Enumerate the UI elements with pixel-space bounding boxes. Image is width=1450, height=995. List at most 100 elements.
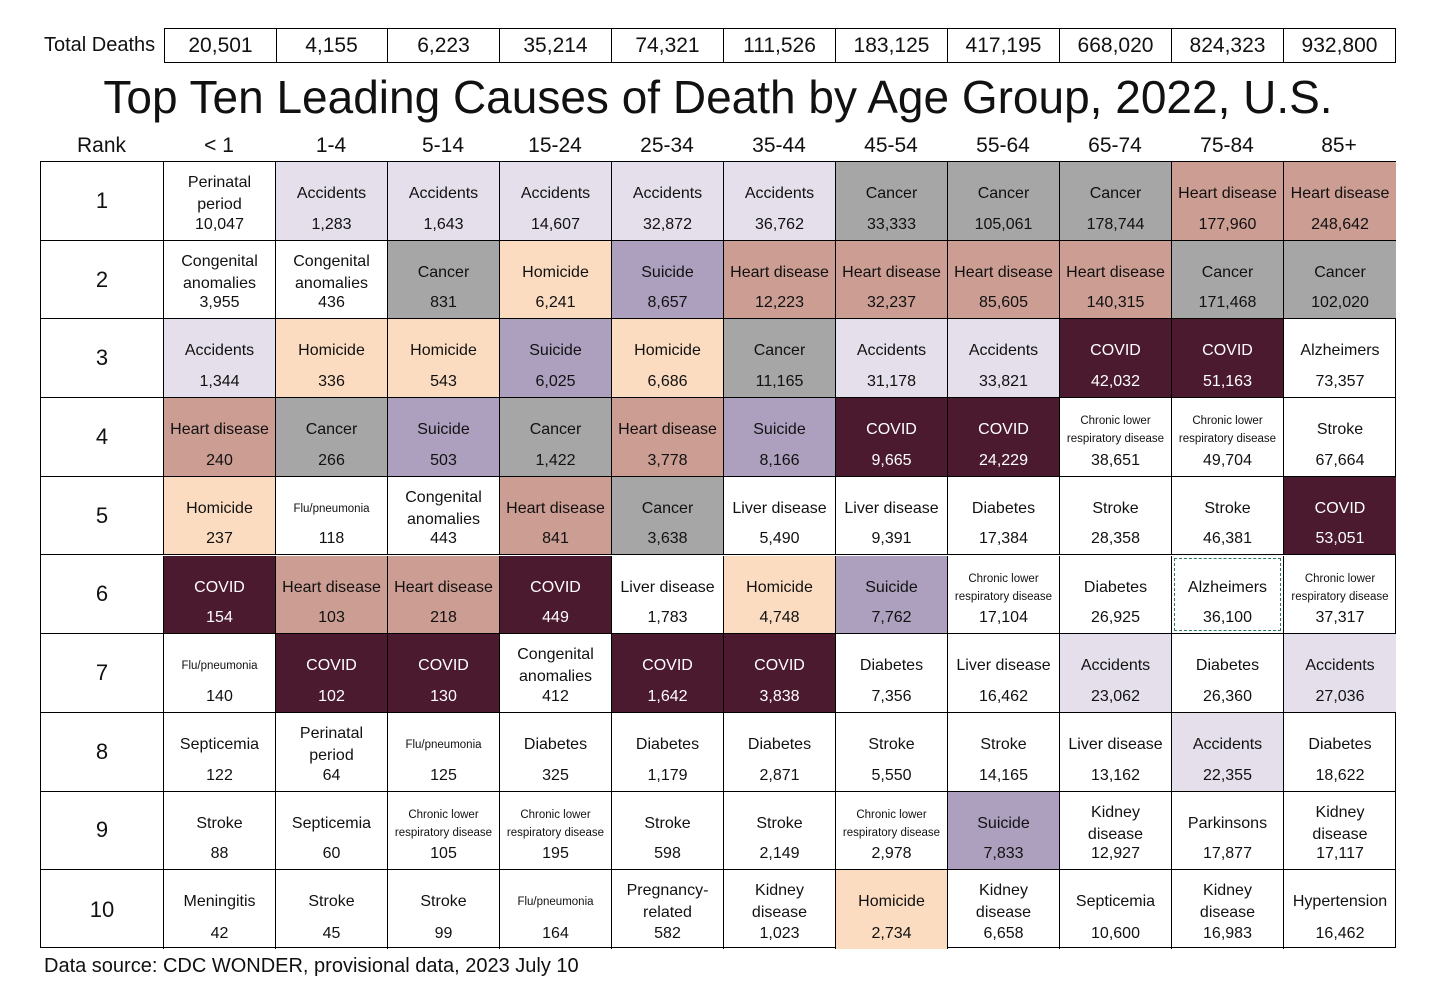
death-count: 177,960	[1198, 215, 1257, 233]
cause-cell: Congenital anomalies 412	[500, 634, 612, 713]
cause-name: Stroke	[868, 735, 915, 753]
death-count: 6,241	[535, 294, 576, 312]
death-count: 248,642	[1311, 215, 1369, 233]
death-count: 122	[206, 766, 233, 784]
death-count: 412	[542, 687, 569, 705]
death-count: 118	[318, 530, 345, 548]
death-count: 130	[430, 687, 457, 705]
cause-cell: Kidney disease 12,927	[1060, 791, 1172, 871]
cause-cell: Homicide 6,686	[612, 319, 724, 399]
total-deaths-value: 4,155	[276, 28, 388, 63]
death-count: 3,955	[199, 294, 240, 312]
death-count: 7,762	[871, 609, 912, 627]
cause-cell: COVID 154	[164, 555, 276, 635]
cause-name: Accidents	[856, 342, 927, 360]
rank-label: 9	[41, 791, 164, 871]
death-count: 8,166	[759, 451, 800, 469]
cause-name: Diabetes	[523, 735, 588, 753]
cause-name: Stroke	[980, 735, 1027, 753]
cause-name: Kidney disease	[1087, 803, 1144, 843]
cause-name: Liver disease	[1068, 735, 1163, 753]
cause-cell: Liver disease 9,391	[836, 476, 948, 556]
cause-name: Heart disease	[394, 578, 493, 596]
death-count: 2,871	[759, 766, 800, 784]
death-count: 17,384	[979, 530, 1028, 548]
death-count: 103	[318, 609, 345, 627]
death-count: 7,356	[871, 687, 912, 705]
death-count: 1,023	[759, 924, 800, 942]
total-deaths-value: 35,214	[500, 28, 612, 63]
cause-cell: Hypertension 16,462	[1284, 870, 1396, 949]
cause-cell: Alzheimers 73,357	[1284, 319, 1396, 399]
cause-name: Suicide	[753, 421, 806, 439]
rank-label: 6	[41, 555, 164, 635]
cause-cell: Accidents 27,036	[1284, 634, 1396, 713]
cause-cell: Accidents 36,762	[724, 162, 836, 241]
cause-cell: Cancer 171,468	[1172, 240, 1284, 320]
cause-name: Diabetes	[971, 499, 1036, 517]
cause-name: Perinatal period	[187, 174, 252, 213]
death-count: 6,658	[983, 924, 1024, 942]
causes-of-death-table: 1 Perinatal period 10,047 Accidents 1,283 Acc…	[40, 161, 1396, 949]
cause-cell: Homicide 4,748	[724, 555, 836, 635]
cause-cell: COVID 9,665	[836, 398, 948, 477]
cause-name: COVID	[1202, 342, 1253, 360]
cause-name: Heart disease	[282, 578, 381, 596]
death-count: 33,333	[867, 215, 916, 233]
cause-name: Cancer	[1089, 185, 1142, 202]
death-count: 443	[430, 530, 457, 548]
cause-name: Kidney disease	[975, 882, 1032, 922]
cause-cell: Diabetes 325	[500, 712, 612, 792]
cause-cell: Chronic lower respiratory disease 17,104	[948, 555, 1060, 635]
death-count: 125	[430, 766, 457, 784]
total-deaths-value: 74,321	[612, 28, 724, 63]
cause-name: Cancer	[529, 421, 582, 439]
cause-cell: Chronic lower respiratory disease 195	[500, 791, 612, 871]
death-count: 23,062	[1091, 687, 1140, 705]
cause-cell: Stroke 14,165	[948, 712, 1060, 792]
cause-name: COVID	[530, 578, 581, 596]
cause-cell: Cancer 266	[276, 398, 388, 477]
death-count: 1,283	[311, 215, 352, 233]
cause-cell: Meningitis 42	[164, 870, 276, 949]
death-count: 11,165	[755, 373, 804, 391]
death-count: 1,643	[423, 215, 464, 233]
cause-cell: Homicide 6,241	[500, 240, 612, 320]
cause-name: Flu/pneumonia	[181, 660, 258, 673]
cause-name: Flu/pneumonia	[293, 502, 370, 515]
cause-cell: Kidney disease 17,117	[1284, 792, 1396, 871]
death-count: 32,872	[643, 215, 692, 233]
cause-name: Cancer	[305, 421, 358, 439]
death-count: 543	[430, 373, 457, 391]
death-count: 3,838	[759, 687, 800, 705]
rank-label: 1	[41, 162, 164, 241]
death-count: 178,744	[1086, 215, 1145, 233]
cause-cell: Accidents 1,283	[276, 162, 388, 241]
death-count: 28,358	[1091, 530, 1140, 548]
age-group-header: 35-44	[752, 134, 806, 157]
rank-label: 5	[41, 476, 164, 556]
cause-cell: COVID 51,163	[1172, 319, 1284, 399]
cause-cell: Alzheimers 36,100	[1172, 555, 1284, 635]
cause-cell: Diabetes 18,622	[1284, 713, 1396, 792]
cause-name: Septicemia	[179, 735, 260, 753]
cause-name: Stroke	[196, 814, 243, 832]
age-group-header: 55-64	[976, 134, 1030, 157]
cause-cell: Congenital anomalies 436	[276, 240, 388, 320]
cause-name: Suicide	[641, 263, 694, 281]
data-source-note: Data source: CDC WONDER, provisional dat…	[44, 955, 579, 977]
cause-name: Cancer	[865, 185, 918, 202]
rank-label: 4	[41, 398, 164, 477]
death-count: 164	[542, 924, 569, 942]
cause-cell: Kidney disease 6,658	[948, 870, 1060, 949]
death-count: 46,381	[1203, 530, 1252, 548]
cause-name: Accidents	[1080, 657, 1151, 675]
death-count: 105	[430, 845, 457, 863]
cause-cell: Congenital anomalies 443	[388, 476, 500, 556]
cause-cell: Liver disease 16,462	[948, 634, 1060, 713]
death-count: 140	[206, 687, 233, 705]
cause-cell: Stroke 99	[388, 870, 500, 949]
age-group-header: 15-24	[528, 134, 582, 157]
cause-cell: Suicide 503	[388, 398, 500, 477]
cause-name: Kidney disease	[1312, 803, 1368, 843]
